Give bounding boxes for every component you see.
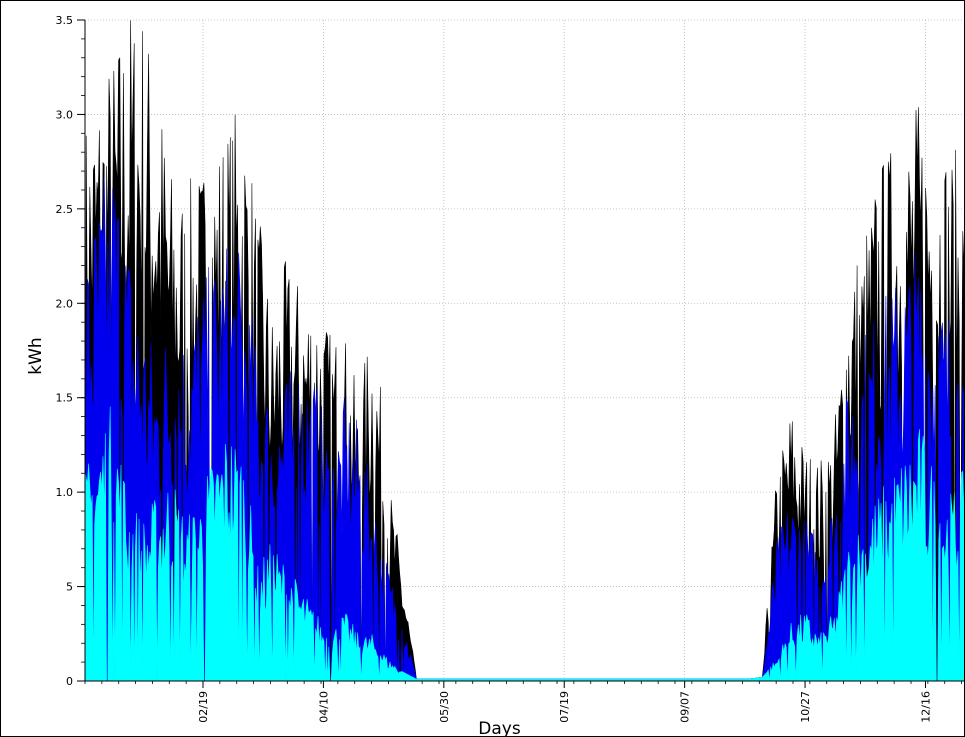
axes	[77, 19, 964, 688]
series-layer	[84, 20, 964, 682]
y-tick-label: 5	[66, 581, 73, 594]
tick-labels: 0 5 1.0 1.5 2.0 2.5 3.0 3.5 02/19 04/10 05/30 07/19…	[56, 14, 933, 723]
x-tick-label: 07/19	[558, 691, 571, 723]
y-tick-label: 2.0	[56, 297, 74, 310]
x-tick-label: 05/30	[438, 691, 451, 723]
x-tick-label: 09/07	[679, 691, 692, 723]
y-tick-label: 2.5	[56, 203, 74, 216]
y-tick-label: 1.0	[56, 486, 74, 499]
series-3-area	[84, 406, 964, 682]
y-tick-label: 3.5	[56, 14, 74, 27]
x-tick-label: 04/10	[317, 691, 330, 723]
x-tick-label: 12/16	[919, 691, 932, 723]
y-tick-label: 0	[66, 675, 73, 688]
x-tick-label: 02/19	[197, 691, 210, 723]
y-tick-label: 3.0	[56, 108, 74, 121]
y-axis-title: kWh	[26, 337, 46, 374]
x-tick-label: 10/27	[799, 691, 812, 723]
y-tick-label: 1.5	[56, 392, 74, 405]
x-axis-title: Days	[478, 719, 521, 736]
